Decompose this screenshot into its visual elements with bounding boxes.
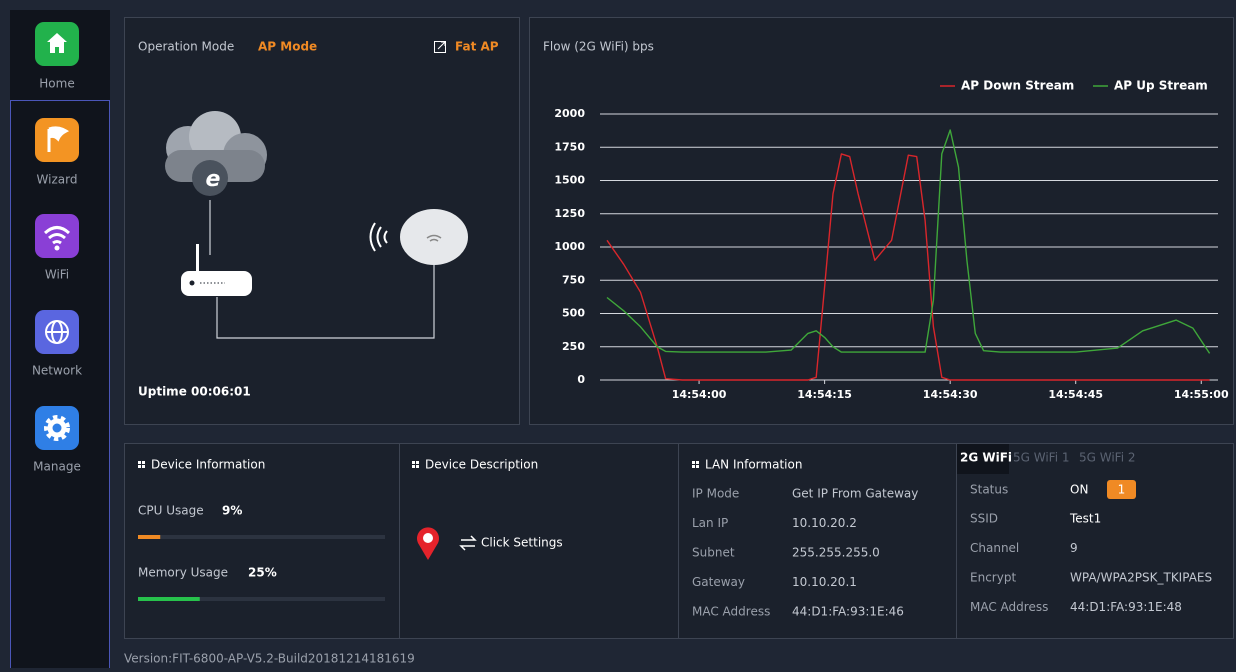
wifi-value: 44:D1:FA:93:1E:48	[1070, 600, 1182, 614]
legend-label: AP Up Stream	[1114, 79, 1208, 93]
lan-label: Subnet	[692, 546, 735, 560]
badge: 1	[1118, 483, 1126, 497]
y-tick-label: 1000	[554, 240, 585, 253]
fat-ap-link[interactable]: Fat AP	[455, 40, 499, 54]
nav-label: Home	[39, 77, 74, 91]
y-tick-label: 500	[562, 307, 585, 320]
y-tick-label: 0	[577, 373, 585, 386]
wifi-label: MAC Address	[970, 600, 1048, 614]
wifi-value: Test1	[1069, 512, 1101, 526]
wifi-tab[interactable]: 5G WiFi 1	[1013, 451, 1070, 465]
page: Home Wizard WiFi Network Manage Operatio…	[0, 0, 1236, 668]
wifi-label: Channel	[970, 541, 1019, 555]
lan-label: Gateway	[692, 575, 745, 589]
wifi-dot	[55, 246, 60, 251]
click-settings[interactable]: Click Settings	[481, 536, 563, 550]
cpu-value: 9%	[222, 504, 242, 518]
wifi-label: Status	[970, 483, 1008, 497]
lan-label: IP Mode	[692, 487, 739, 501]
wifi-label: SSID	[970, 512, 998, 526]
wifi-value: WPA/WPA2PSK_TKIPAES	[1070, 571, 1212, 585]
nav-home[interactable]: Home	[35, 22, 79, 91]
lan-label: MAC Address	[692, 605, 770, 619]
operation-mode: AP Mode	[258, 40, 317, 54]
lan-value: Get IP From Gateway	[792, 487, 918, 501]
pin-hole	[423, 533, 433, 543]
nav-label: Manage	[33, 460, 81, 474]
section-title: Device Description	[425, 458, 538, 472]
x-tick-label: 14:55:00	[1174, 388, 1229, 401]
version: Version:FIT-6800-AP-V5.2-Build2018121418…	[124, 652, 415, 666]
wifi-tab[interactable]: 5G WiFi 2	[1079, 451, 1136, 465]
section-title: LAN Information	[705, 458, 802, 472]
usage-bar	[138, 597, 200, 601]
chart-title: Flow (2G WiFi) bps	[543, 40, 654, 54]
nav-manage[interactable]: Manage	[33, 406, 81, 474]
wifi-tab[interactable]: 2G WiFi	[960, 451, 1012, 465]
y-tick-label: 250	[562, 340, 585, 353]
wifi-value: 9	[1070, 541, 1078, 555]
x-tick-label: 14:54:30	[923, 388, 978, 401]
memory-value: 25%	[248, 566, 277, 580]
uptime: Uptime 00:06:01	[138, 385, 251, 399]
y-tick-label: 1250	[554, 207, 585, 220]
x-tick-label: 14:54:00	[672, 388, 727, 401]
y-tick-label: 1500	[554, 174, 585, 187]
y-tick-label: 1750	[554, 140, 585, 153]
legend-label: AP Down Stream	[961, 79, 1074, 93]
usage-bar	[138, 535, 160, 539]
memory-label: Memory Usage	[138, 566, 228, 580]
lan-value: 44:D1:FA:93:1E:46	[792, 605, 904, 619]
nav-label: Wizard	[37, 173, 78, 187]
access-point	[400, 209, 468, 265]
x-tick-label: 14:54:15	[797, 388, 852, 401]
section-title: Device Information	[151, 458, 265, 472]
nav-network[interactable]: Network	[32, 310, 82, 378]
lan-value: 10.10.20.1	[792, 575, 857, 589]
lan-value: 10.10.20.2	[792, 516, 857, 530]
ie-glyph: e	[206, 167, 221, 192]
nav-label: Network	[32, 364, 82, 378]
y-tick-label: 2000	[554, 107, 585, 120]
manage-icon	[35, 406, 79, 450]
router-led	[190, 281, 195, 286]
operation-label: Operation Mode	[138, 40, 234, 54]
usage-track	[138, 535, 385, 539]
cpu-label: CPU Usage	[138, 504, 204, 518]
lan-value: 255.255.255.0	[792, 546, 880, 560]
wifi-label: Encrypt	[970, 571, 1016, 585]
nav-wizard[interactable]: Wizard	[35, 118, 79, 187]
router-antenna	[196, 244, 199, 274]
lan-label: Lan IP	[692, 516, 728, 530]
nav-label: WiFi	[45, 268, 69, 282]
x-tick-label: 14:54:45	[1048, 388, 1103, 401]
wifi-value: ON	[1070, 483, 1088, 497]
y-tick-label: 750	[562, 273, 585, 286]
